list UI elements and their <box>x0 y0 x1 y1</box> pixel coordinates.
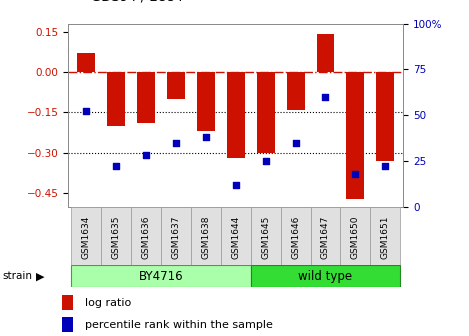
Text: ▶: ▶ <box>36 271 44 281</box>
Text: GSM1646: GSM1646 <box>291 215 300 259</box>
Bar <box>101 207 131 265</box>
Bar <box>131 207 161 265</box>
Bar <box>340 207 371 265</box>
Text: strain: strain <box>2 271 32 281</box>
Point <box>292 140 299 145</box>
Text: GSM1650: GSM1650 <box>351 215 360 259</box>
Bar <box>77 53 95 72</box>
Point <box>382 164 389 169</box>
Point <box>262 158 269 164</box>
Bar <box>107 72 125 126</box>
Text: GSM1651: GSM1651 <box>381 215 390 259</box>
Bar <box>161 207 191 265</box>
Bar <box>167 72 185 99</box>
Bar <box>62 295 73 310</box>
Text: GSM1644: GSM1644 <box>231 215 240 259</box>
Bar <box>197 72 215 131</box>
Bar <box>71 207 101 265</box>
Bar <box>257 72 274 153</box>
Bar <box>280 207 310 265</box>
Text: GSM1636: GSM1636 <box>141 215 151 259</box>
Text: GSM1647: GSM1647 <box>321 215 330 259</box>
Text: GSM1645: GSM1645 <box>261 215 270 259</box>
Bar <box>250 265 401 287</box>
Text: log ratio: log ratio <box>85 298 131 308</box>
Bar <box>221 207 250 265</box>
Bar <box>371 207 401 265</box>
Point <box>172 140 180 145</box>
Point <box>142 153 150 158</box>
Bar <box>227 72 245 158</box>
Bar <box>137 72 155 123</box>
Text: BY4716: BY4716 <box>138 270 183 283</box>
Text: GSM1634: GSM1634 <box>82 215 91 259</box>
Text: GSM1638: GSM1638 <box>201 215 210 259</box>
Bar <box>287 72 304 110</box>
Point <box>82 109 90 114</box>
Bar <box>317 34 334 72</box>
Point <box>352 171 359 176</box>
Bar <box>191 207 221 265</box>
Point <box>232 182 239 187</box>
Text: GSM1637: GSM1637 <box>171 215 180 259</box>
Bar <box>377 72 394 161</box>
Bar <box>250 207 280 265</box>
Bar <box>71 265 250 287</box>
Bar <box>62 317 73 332</box>
Point <box>322 94 329 99</box>
Point <box>112 164 120 169</box>
Point <box>202 134 210 140</box>
Text: wild type: wild type <box>298 270 353 283</box>
Text: GDS94 / 2884: GDS94 / 2884 <box>91 0 183 3</box>
Text: percentile rank within the sample: percentile rank within the sample <box>85 320 273 330</box>
Bar <box>347 72 364 199</box>
Text: GSM1635: GSM1635 <box>112 215 121 259</box>
Bar <box>310 207 340 265</box>
